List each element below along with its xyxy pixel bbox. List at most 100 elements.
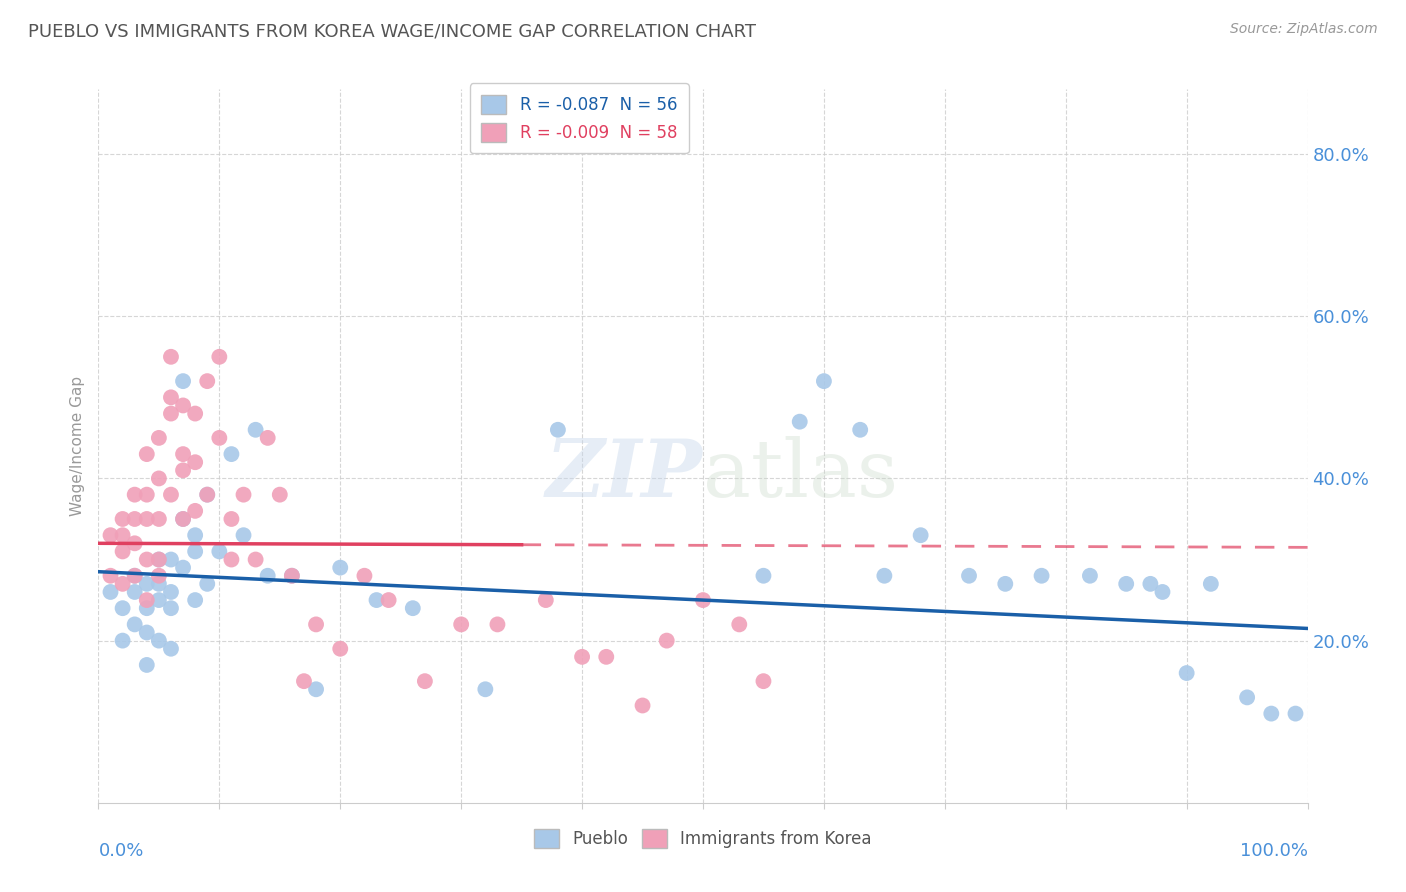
Point bbox=[571, 649, 593, 664]
Point bbox=[195, 488, 218, 502]
Point bbox=[195, 488, 218, 502]
Point bbox=[111, 633, 134, 648]
Text: Source: ZipAtlas.com: Source: ZipAtlas.com bbox=[1230, 22, 1378, 37]
Point bbox=[172, 512, 194, 526]
Point bbox=[402, 601, 425, 615]
Point bbox=[305, 682, 328, 697]
Point bbox=[148, 593, 170, 607]
Point bbox=[148, 471, 170, 485]
Point bbox=[184, 593, 207, 607]
Point bbox=[450, 617, 472, 632]
Point bbox=[135, 577, 157, 591]
Point bbox=[208, 431, 231, 445]
Point bbox=[1284, 706, 1306, 721]
Text: 0.0%: 0.0% bbox=[98, 842, 143, 860]
Point bbox=[1199, 577, 1222, 591]
Point bbox=[534, 593, 557, 607]
Point bbox=[281, 568, 304, 582]
Point bbox=[124, 536, 146, 550]
Point bbox=[789, 415, 811, 429]
Point bbox=[172, 374, 194, 388]
Point bbox=[124, 488, 146, 502]
Point bbox=[305, 617, 328, 632]
Point bbox=[232, 488, 254, 502]
Point bbox=[184, 455, 207, 469]
Point bbox=[184, 407, 207, 421]
Point bbox=[353, 568, 375, 582]
Point bbox=[148, 577, 170, 591]
Point bbox=[160, 552, 183, 566]
Point bbox=[1236, 690, 1258, 705]
Point bbox=[910, 528, 932, 542]
Point bbox=[148, 512, 170, 526]
Point bbox=[100, 568, 122, 582]
Point bbox=[160, 350, 183, 364]
Point bbox=[135, 512, 157, 526]
Point bbox=[329, 641, 352, 656]
Point bbox=[195, 374, 218, 388]
Point bbox=[245, 423, 267, 437]
Point bbox=[281, 568, 304, 582]
Point bbox=[957, 568, 980, 582]
Point bbox=[1078, 568, 1101, 582]
Point bbox=[1152, 585, 1174, 599]
Point bbox=[172, 399, 194, 413]
Point bbox=[269, 488, 291, 502]
Point bbox=[184, 504, 207, 518]
Point bbox=[124, 585, 146, 599]
Point bbox=[135, 601, 157, 615]
Text: atlas: atlas bbox=[703, 435, 898, 514]
Point bbox=[172, 560, 194, 574]
Point bbox=[752, 568, 775, 582]
Point bbox=[1115, 577, 1137, 591]
Point bbox=[1260, 706, 1282, 721]
Point bbox=[160, 641, 183, 656]
Point bbox=[172, 512, 194, 526]
Point bbox=[148, 552, 170, 566]
Y-axis label: Wage/Income Gap: Wage/Income Gap bbox=[69, 376, 84, 516]
Point bbox=[195, 577, 218, 591]
Point bbox=[595, 649, 617, 664]
Point bbox=[135, 488, 157, 502]
Point bbox=[377, 593, 399, 607]
Point bbox=[752, 674, 775, 689]
Point bbox=[100, 585, 122, 599]
Point bbox=[728, 617, 751, 632]
Point bbox=[111, 528, 134, 542]
Point bbox=[148, 431, 170, 445]
Point bbox=[111, 577, 134, 591]
Point bbox=[111, 544, 134, 558]
Point bbox=[111, 601, 134, 615]
Point bbox=[148, 552, 170, 566]
Point bbox=[124, 568, 146, 582]
Point bbox=[813, 374, 835, 388]
Point bbox=[135, 625, 157, 640]
Point bbox=[148, 633, 170, 648]
Text: 100.0%: 100.0% bbox=[1240, 842, 1308, 860]
Point bbox=[994, 577, 1017, 591]
Text: PUEBLO VS IMMIGRANTS FROM KOREA WAGE/INCOME GAP CORRELATION CHART: PUEBLO VS IMMIGRANTS FROM KOREA WAGE/INC… bbox=[28, 22, 756, 40]
Point bbox=[221, 552, 243, 566]
Point bbox=[474, 682, 496, 697]
Point bbox=[208, 544, 231, 558]
Legend: Pueblo, Immigrants from Korea: Pueblo, Immigrants from Korea bbox=[527, 822, 879, 855]
Point bbox=[100, 528, 122, 542]
Point bbox=[135, 657, 157, 672]
Point bbox=[655, 633, 678, 648]
Point bbox=[1031, 568, 1053, 582]
Point bbox=[366, 593, 388, 607]
Point bbox=[329, 560, 352, 574]
Point bbox=[1175, 666, 1198, 681]
Point bbox=[184, 544, 207, 558]
Point bbox=[124, 568, 146, 582]
Point bbox=[873, 568, 896, 582]
Point bbox=[135, 552, 157, 566]
Point bbox=[124, 617, 146, 632]
Point bbox=[232, 528, 254, 542]
Point bbox=[849, 423, 872, 437]
Point bbox=[148, 568, 170, 582]
Point bbox=[245, 552, 267, 566]
Point bbox=[547, 423, 569, 437]
Point bbox=[172, 463, 194, 477]
Point bbox=[160, 601, 183, 615]
